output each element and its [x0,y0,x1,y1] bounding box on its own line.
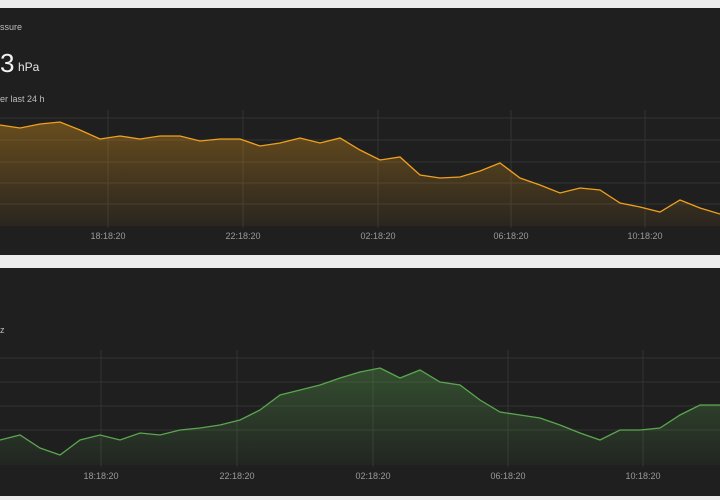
state: 3 [0,48,14,78]
x-tick-label: 06:18:20 [493,231,528,241]
x-tick-label: 06:18:20 [490,471,525,481]
line [0,121,720,215]
card-title: z [0,325,5,335]
area [0,122,720,226]
x-tick-label: 10:18:20 [627,231,662,241]
x-tick-label: 22:18:20 [219,471,254,481]
x-tick-label: 18:18:20 [83,471,118,481]
unit: hPa [18,60,40,74]
x-tick-label: 22:18:20 [225,231,260,241]
x-tick-label: 10:18:20 [625,471,660,481]
subtitle: er last 24 h [0,94,45,104]
x-tick-label: 02:18:20 [355,471,390,481]
x-tick-label: 02:18:20 [360,231,395,241]
card-title: ssure [0,22,22,32]
line [0,367,720,456]
x-tick-label: 18:18:20 [90,231,125,241]
area [0,368,720,465]
